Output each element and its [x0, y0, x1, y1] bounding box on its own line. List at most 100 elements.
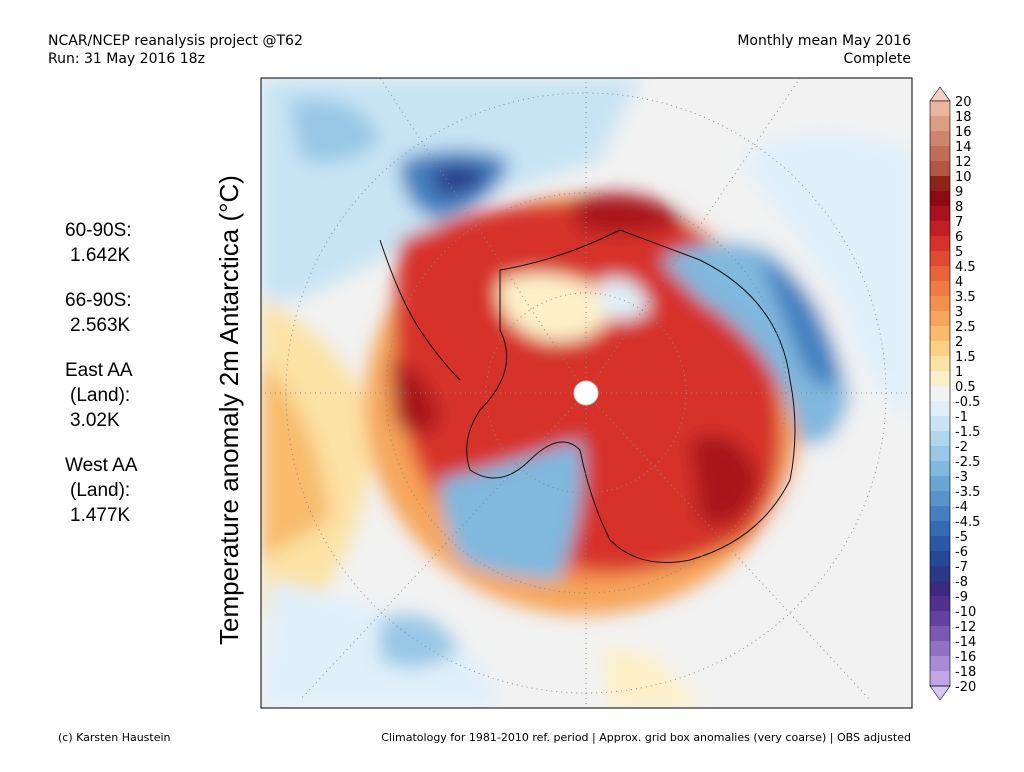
- colorbar-label: -1.5: [955, 425, 980, 440]
- colorbar-swatch: [930, 101, 950, 116]
- anomaly-field: [261, 78, 912, 708]
- colorbar-swatch: [930, 611, 950, 626]
- colorbar-label: -14: [955, 635, 976, 650]
- colorbar-swatch: [930, 446, 950, 461]
- pole: [573, 380, 599, 406]
- header-right-2: Complete: [844, 51, 911, 67]
- colorbar-swatch: [930, 461, 950, 476]
- colorbar-swatch: [930, 401, 950, 416]
- axis-label: Temperature anomaly 2m Antarctica (°C): [214, 175, 244, 645]
- colorbar-label: -5: [955, 530, 968, 545]
- colorbar-label: -1: [955, 410, 968, 425]
- colorbar-label: 4.5: [955, 260, 976, 275]
- header-right-1: Monthly mean May 2016: [737, 33, 911, 49]
- colorbar-swatch: [930, 191, 950, 206]
- colorbar-swatch: [930, 266, 950, 281]
- stat-value: (Land):: [70, 480, 130, 501]
- colorbar-label: -2: [955, 440, 968, 455]
- coastline: [466, 229, 796, 563]
- colorbar-label: 14: [955, 140, 972, 155]
- colorbar-label: 2.5: [955, 320, 976, 335]
- colorbar-label: 1.5: [955, 350, 976, 365]
- colorbar-swatch: [930, 161, 950, 176]
- header-left-2: Run: 31 May 2016 18z: [48, 51, 205, 67]
- colorbar-swatch: [930, 206, 950, 221]
- stat-label: East AA: [65, 360, 133, 381]
- colorbar-swatch: [930, 311, 950, 326]
- colorbar-label: -2.5: [955, 455, 980, 470]
- colorbar-swatch: [930, 671, 950, 686]
- stat-value: 2.563K: [70, 315, 131, 336]
- colorbar-swatch: [930, 326, 950, 341]
- colorbar-swatch: [930, 596, 950, 611]
- colorbar-swatch: [930, 131, 950, 146]
- colorbar-swatch: [930, 416, 950, 431]
- header-left-1: NCAR/NCEP reanalysis project @T62: [48, 33, 303, 49]
- colorbar-triangle: [929, 86, 951, 102]
- colorbar-swatch: [930, 431, 950, 446]
- colorbar-label: -4: [955, 500, 968, 515]
- colorbar-swatch: [930, 116, 950, 131]
- colorbar-label: 0.5: [955, 380, 976, 395]
- stat-label: 60-90S:: [65, 220, 132, 241]
- stat-value: (Land):: [70, 385, 130, 406]
- colorbar-frame: [929, 100, 951, 687]
- colorbar-swatch: [930, 566, 950, 581]
- colorbar-label: 3: [955, 305, 963, 320]
- colorbar-label: 8: [955, 200, 963, 215]
- stat-label: West AA: [65, 455, 138, 476]
- colorbar-swatch: [930, 521, 950, 536]
- colorbar-label: 9: [955, 185, 963, 200]
- colorbar-label: -0.5: [955, 395, 980, 410]
- footer-right: Climatology for 1981-2010 ref. period | …: [381, 731, 911, 744]
- colorbar-label: -7: [955, 560, 968, 575]
- colorbar-swatch: [930, 296, 950, 311]
- colorbar-label: -3.5: [955, 485, 980, 500]
- colorbar-swatch: [930, 491, 950, 506]
- colorbar-label: -4.5: [955, 515, 980, 530]
- colorbar-swatch: [930, 386, 950, 401]
- colorbar-label: -20: [955, 680, 976, 695]
- colorbar-swatch: [930, 176, 950, 191]
- colorbar-swatch: [930, 506, 950, 521]
- colorbar-swatch: [930, 221, 950, 236]
- colorbar-label: -16: [955, 650, 976, 665]
- colorbar-label: 18: [955, 110, 972, 125]
- colorbar-swatch: [930, 251, 950, 266]
- colorbar-label: -8: [955, 575, 968, 590]
- colorbar-swatch: [930, 371, 950, 386]
- graticule: [261, 78, 912, 708]
- colorbar-label: 2: [955, 335, 963, 350]
- colorbar: 201816141210987654.543.532.521.510.5-0.5…: [929, 86, 980, 701]
- colorbar-label: -12: [955, 620, 976, 635]
- colorbar-swatch: [930, 581, 950, 596]
- colorbar-label: 7: [955, 215, 963, 230]
- footer-left: (c) Karsten Haustein: [58, 731, 171, 744]
- stat-label: 66-90S:: [65, 290, 132, 311]
- colorbar-label: -3: [955, 470, 968, 485]
- colorbar-swatch: [930, 236, 950, 251]
- colorbar-swatch: [930, 146, 950, 161]
- map: [261, 78, 912, 708]
- colorbar-swatch: [930, 626, 950, 641]
- colorbar-swatch: [930, 476, 950, 491]
- colorbar-swatch: [930, 536, 950, 551]
- peninsula-coast: [379, 239, 461, 381]
- stat-value: 1.477K: [70, 505, 131, 526]
- colorbar-swatch: [930, 281, 950, 296]
- stat-value: 1.642K: [70, 245, 131, 266]
- colorbar-label: 10: [955, 170, 972, 185]
- colorbar-label: 5: [955, 245, 963, 260]
- colorbar-label: -10: [955, 605, 976, 620]
- stat-value: 3.02K: [70, 410, 120, 431]
- map-frame: [260, 77, 913, 709]
- colorbar-label: -18: [955, 665, 976, 680]
- colorbar-swatch: [930, 356, 950, 371]
- colorbar-triangle: [929, 685, 951, 701]
- colorbar-swatch: [930, 551, 950, 566]
- colorbar-swatch: [930, 341, 950, 356]
- stats: 60-90S: 1.642K 66-90S: 2.563K East AA (Land):…: [65, 220, 138, 526]
- colorbar-label: 12: [955, 155, 972, 170]
